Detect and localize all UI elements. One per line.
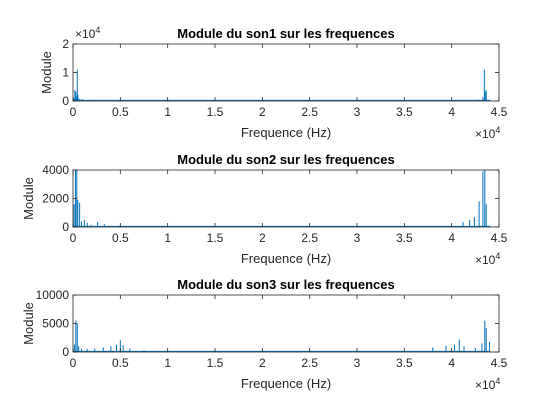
x-tick-label: 4.5 — [491, 356, 508, 370]
x-tick-label: 1 — [164, 356, 171, 370]
x-tick-label: 3 — [354, 231, 361, 245]
y-tick-label: 0 — [62, 94, 69, 108]
x-tick-label: 4.5 — [491, 105, 508, 119]
chart-2: 0 0.5 1 1.5 2 2.5 3 3.5 4 4.5 0 2000 4000 Module du s… — [21, 152, 508, 267]
x-tick-label: 0.5 — [112, 356, 129, 370]
y-tick-label: 1 — [62, 66, 69, 80]
series-line — [73, 320, 491, 352]
x-exponent-label: ×104 — [475, 251, 500, 267]
x-tick-label: 2.5 — [301, 231, 318, 245]
y-tick-label: 5000 — [42, 317, 69, 331]
chart-title: Module du son1 sur les frequences — [177, 26, 394, 41]
y-axis-label: Module — [39, 51, 54, 94]
x-exponent-power: 4 — [495, 251, 500, 261]
x-tick-label: 1.5 — [207, 231, 224, 245]
x-tick-label: 4 — [448, 231, 455, 245]
x-tick-label: 1 — [164, 231, 171, 245]
x-tick-label: 2 — [259, 356, 266, 370]
y-tick-label: 0 — [62, 220, 69, 234]
plot-area — [73, 295, 499, 352]
y-axis-label: Module — [21, 302, 36, 345]
chart-3: 0 0.5 1 1.5 2 2.5 3 3.5 4 4.5 0 5000 10000 Module du … — [21, 277, 508, 392]
x-tick-label: 0.5 — [112, 231, 129, 245]
x-tick-label: 0 — [70, 231, 77, 245]
x-tick-label: 0 — [70, 105, 77, 119]
series-line — [73, 170, 491, 227]
x-exponent-label: ×104 — [475, 376, 500, 392]
x-tick-label: 1.5 — [207, 105, 224, 119]
x-tick-label: 3.5 — [396, 105, 413, 119]
x-tick-label: 3 — [354, 356, 361, 370]
x-axis-label: Frequence (Hz) — [241, 376, 331, 391]
x-exponent-power: 4 — [495, 125, 500, 135]
x-tick-label: 4 — [448, 356, 455, 370]
chart-title: Module du son3 sur les frequences — [177, 277, 394, 292]
y-tick-label: 10000 — [36, 288, 70, 302]
y-axis-label: Module — [21, 177, 36, 220]
x-tick-label: 0.5 — [112, 105, 129, 119]
x-tick-label: 2 — [259, 105, 266, 119]
x-exponent-power: 4 — [495, 376, 500, 386]
chart-1: 0 0.5 1 1.5 2 2.5 3 3.5 4 4.5 0 1 2 Module du son1 su… — [39, 25, 508, 141]
x-tick-label: 4.5 — [491, 231, 508, 245]
x-tick-label: 4 — [448, 105, 455, 119]
x-axis-label: Frequence (Hz) — [241, 125, 331, 140]
y-tick-label: 2 — [62, 37, 69, 51]
y-tick-label: 0 — [62, 345, 69, 359]
y-exponent-power: 4 — [95, 25, 100, 35]
y-tick-label: 4000 — [42, 163, 69, 177]
x-exponent-label: ×104 — [475, 125, 500, 141]
x-axis-label: Frequence (Hz) — [241, 251, 331, 266]
y-tick-label: 2000 — [42, 192, 69, 206]
x-tick-label: 2 — [259, 231, 266, 245]
plot-area — [73, 170, 499, 227]
plot-area — [73, 44, 499, 101]
x-tick-label: 3.5 — [396, 356, 413, 370]
y-exponent-label: ×104 — [75, 25, 100, 41]
x-tick-label: 2.5 — [301, 356, 318, 370]
chart-title: Module du son2 sur les frequences — [177, 152, 394, 167]
x-tick-label: 1.5 — [207, 356, 224, 370]
x-tick-label: 3.5 — [396, 231, 413, 245]
x-tick-label: 0 — [70, 356, 77, 370]
x-tick-label: 2.5 — [301, 105, 318, 119]
x-tick-label: 1 — [164, 105, 171, 119]
x-tick-label: 3 — [354, 105, 361, 119]
